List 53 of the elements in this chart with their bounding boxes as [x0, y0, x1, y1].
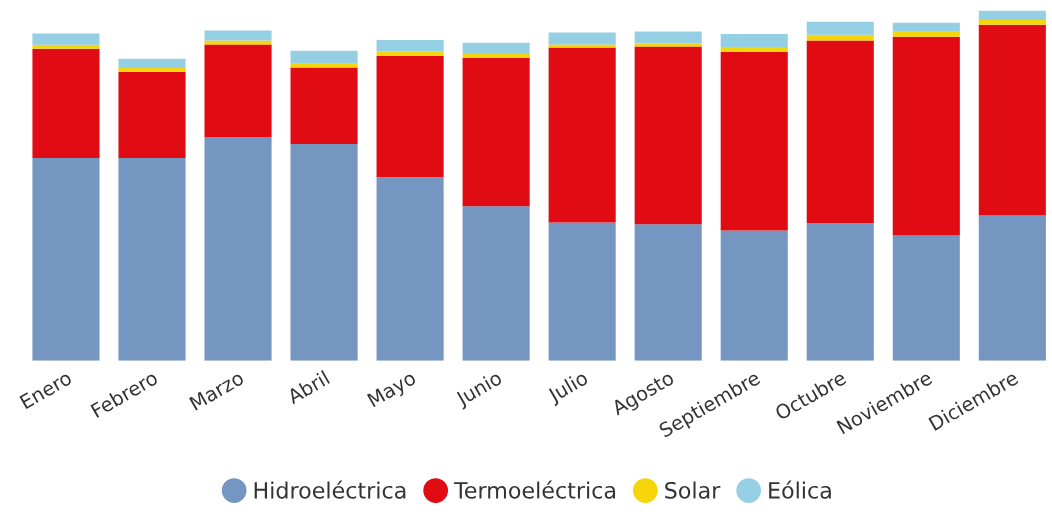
bar — [720, 33, 788, 47]
bar — [806, 223, 874, 361]
bar — [290, 67, 358, 144]
bar — [634, 31, 702, 44]
bar — [978, 24, 1046, 216]
bar — [978, 19, 1046, 25]
bar — [462, 42, 530, 54]
bar — [548, 47, 616, 223]
bar — [118, 71, 186, 158]
bar — [32, 44, 100, 49]
bar — [892, 31, 960, 37]
bar — [548, 44, 616, 48]
bar — [376, 51, 444, 56]
bar — [978, 215, 1046, 361]
bar — [634, 224, 702, 361]
bar — [290, 143, 358, 361]
legend-label: Termoeléctrica — [453, 480, 616, 499]
bar — [892, 22, 960, 32]
bar — [290, 63, 358, 68]
bar — [118, 157, 186, 361]
bar — [290, 50, 358, 64]
bar — [204, 30, 272, 41]
bar — [720, 46, 788, 52]
bar — [118, 58, 186, 68]
bar — [462, 53, 530, 58]
bar — [32, 157, 100, 361]
bar — [806, 21, 874, 35]
bar — [892, 36, 960, 236]
bar — [548, 222, 616, 361]
bar — [376, 55, 444, 178]
bar — [720, 230, 788, 361]
legend-label: Hidroeléctrica — [254, 480, 406, 499]
bar — [32, 48, 100, 158]
bar — [462, 206, 530, 361]
x-tick-label: Julio — [546, 369, 591, 407]
bar — [806, 40, 874, 224]
bar — [634, 46, 702, 225]
legend-label: Solar — [665, 481, 721, 499]
bar — [462, 57, 530, 207]
bar — [376, 39, 444, 52]
bar — [978, 10, 1046, 20]
bar — [118, 67, 186, 72]
bar — [204, 136, 272, 361]
bar — [376, 177, 444, 361]
bar — [204, 44, 272, 137]
bar — [892, 235, 960, 361]
bar — [806, 34, 874, 41]
bar — [634, 43, 702, 47]
bar — [32, 33, 100, 45]
legend-label: Eólica — [769, 480, 831, 499]
bar — [720, 51, 788, 231]
x-tick-label: Mayo — [366, 370, 419, 411]
bar — [548, 32, 616, 45]
